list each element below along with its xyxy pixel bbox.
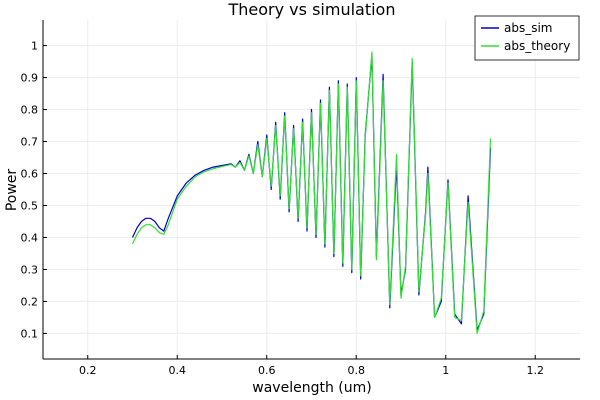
x-tick-label: 0.4: [169, 364, 187, 377]
x-tick-label: 1: [442, 364, 449, 377]
axes: [42, 20, 580, 360]
x-ticks: 0.2 0.4 0.6 0.8 1 1.2: [79, 355, 544, 377]
y-tick-label: 0.1: [21, 327, 39, 340]
y-tick-label: 0.2: [21, 295, 39, 308]
y-tick-label: 0.6: [21, 168, 39, 181]
legend-box: [474, 15, 580, 61]
legend-label-abs-sim: abs_sim: [504, 21, 553, 35]
y-tick-label: 0.9: [21, 72, 39, 85]
x-tick-label: 0.8: [348, 364, 366, 377]
y-tick-label: 0.3: [21, 263, 39, 276]
legend: abs_sim abs_theory: [474, 15, 580, 61]
x-tick-label: 0.6: [258, 364, 276, 377]
chart-title: Theory vs simulation: [228, 0, 396, 19]
y-tick-label: 0.7: [21, 136, 39, 149]
y-axis-label: Power: [4, 169, 20, 212]
x-axis-label: wavelength (um): [252, 380, 371, 396]
series-line-abs-sim: [131, 54, 492, 331]
x-tick-label: 0.2: [79, 364, 97, 377]
x-tick-label: 1.2: [527, 364, 545, 377]
y-tick-label: 0.8: [21, 104, 39, 117]
series-lines: [131, 51, 492, 334]
y-tick-label: 0.5: [21, 199, 39, 212]
grid: [43, 20, 580, 359]
series-line-abs-theory: [131, 51, 492, 334]
y-tick-label: 0.4: [21, 231, 39, 244]
y-ticks: 0.1 0.2 0.3 0.4 0.5 0.6 0.7 0.8 0.9 1: [21, 40, 47, 340]
y-tick-label: 1: [31, 40, 38, 53]
legend-label-abs-theory: abs_theory: [504, 39, 570, 53]
